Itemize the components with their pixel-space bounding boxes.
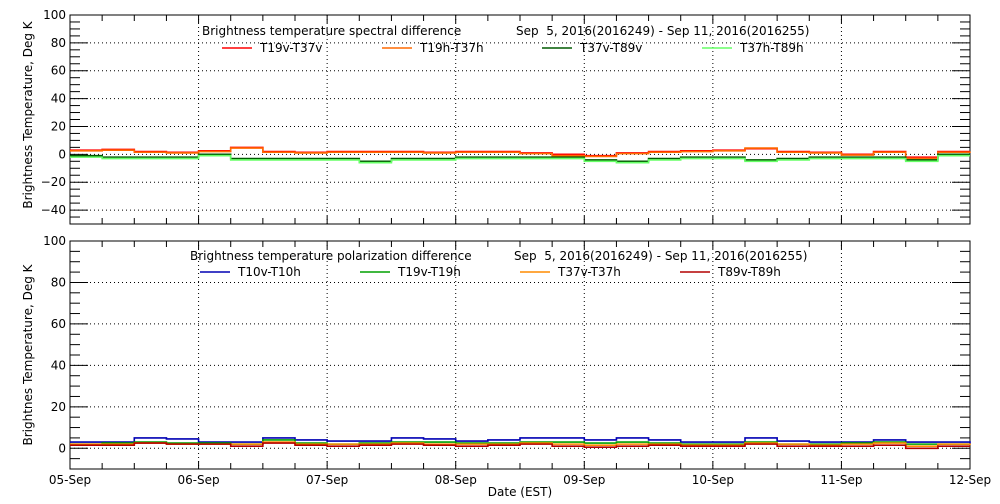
series-line-t19h-t37h [70, 147, 971, 160]
panel-title: Brightness temperature spectral differen… [202, 24, 461, 38]
y-tick-label: −40 [41, 203, 66, 217]
series-line-t10v-t10h [70, 437, 971, 445]
y-tick-label: 60 [51, 64, 66, 78]
x-tick-label: 10-Sep [692, 473, 734, 487]
y-tick-label: −20 [41, 175, 66, 189]
series-line-t37v-t37h [70, 441, 971, 447]
panel-subtitle: Sep 5, 2016(2016249) - Sep 11, 2016(2016… [516, 24, 810, 38]
y-tick-label: 100 [43, 8, 66, 22]
x-tick-label: 07-Sep [306, 473, 348, 487]
y-tick-label: 80 [51, 36, 66, 50]
y-tick-label: 20 [51, 400, 66, 414]
y-tick-label: 0 [58, 147, 66, 161]
legend-label: T37h-T89h [739, 41, 804, 55]
y-axis-label: Brightness Temperature, Deg K [21, 20, 35, 208]
panel-subtitle: Sep 5, 2016(2016249) - Sep 11, 2016(2016… [514, 249, 808, 263]
y-tick-label: 60 [51, 317, 66, 331]
legend-label: T19v-T19h [397, 265, 461, 279]
plot-frame [69, 240, 971, 470]
y-tick-label: 80 [51, 275, 66, 289]
panel-title: Brightness temperature polarization diff… [190, 249, 472, 263]
x-tick-label: 05-Sep [49, 473, 91, 487]
x-tick-label: 08-Sep [435, 473, 477, 487]
legend-label: T19h-T37h [419, 41, 484, 55]
series-line-t89v-t89h [70, 442, 970, 450]
legend-label: T10v-T10h [237, 265, 301, 279]
legend-label: T19v-T37v [259, 41, 322, 55]
x-axis-label: Date (EST) [488, 485, 552, 499]
legend-label: T37v-T89v [579, 41, 642, 55]
legend-label: T89v-T89h [717, 265, 781, 279]
y-tick-label: 0 [58, 441, 66, 455]
y-tick-label: 100 [43, 234, 66, 248]
y-tick-label: 40 [51, 358, 66, 372]
x-tick-label: 06-Sep [177, 473, 219, 487]
x-tick-label: 11-Sep [820, 473, 862, 487]
spectral-difference-panel: Brightness temperature spectral differen… [21, 8, 971, 225]
x-tick-label: 09-Sep [563, 473, 605, 487]
polarization-difference-panel: Brightness temperature polarization diff… [21, 234, 991, 499]
plot-frame [69, 14, 971, 225]
y-axis-label: Brightnes Temperature, Deg K [21, 263, 35, 445]
y-tick-label: 20 [51, 119, 66, 133]
series-line-t37h-t89h [70, 154, 970, 164]
y-tick-label: 40 [51, 92, 66, 106]
legend-label: T37v-T37h [557, 265, 621, 279]
x-tick-label: 12-Sep [949, 473, 991, 487]
